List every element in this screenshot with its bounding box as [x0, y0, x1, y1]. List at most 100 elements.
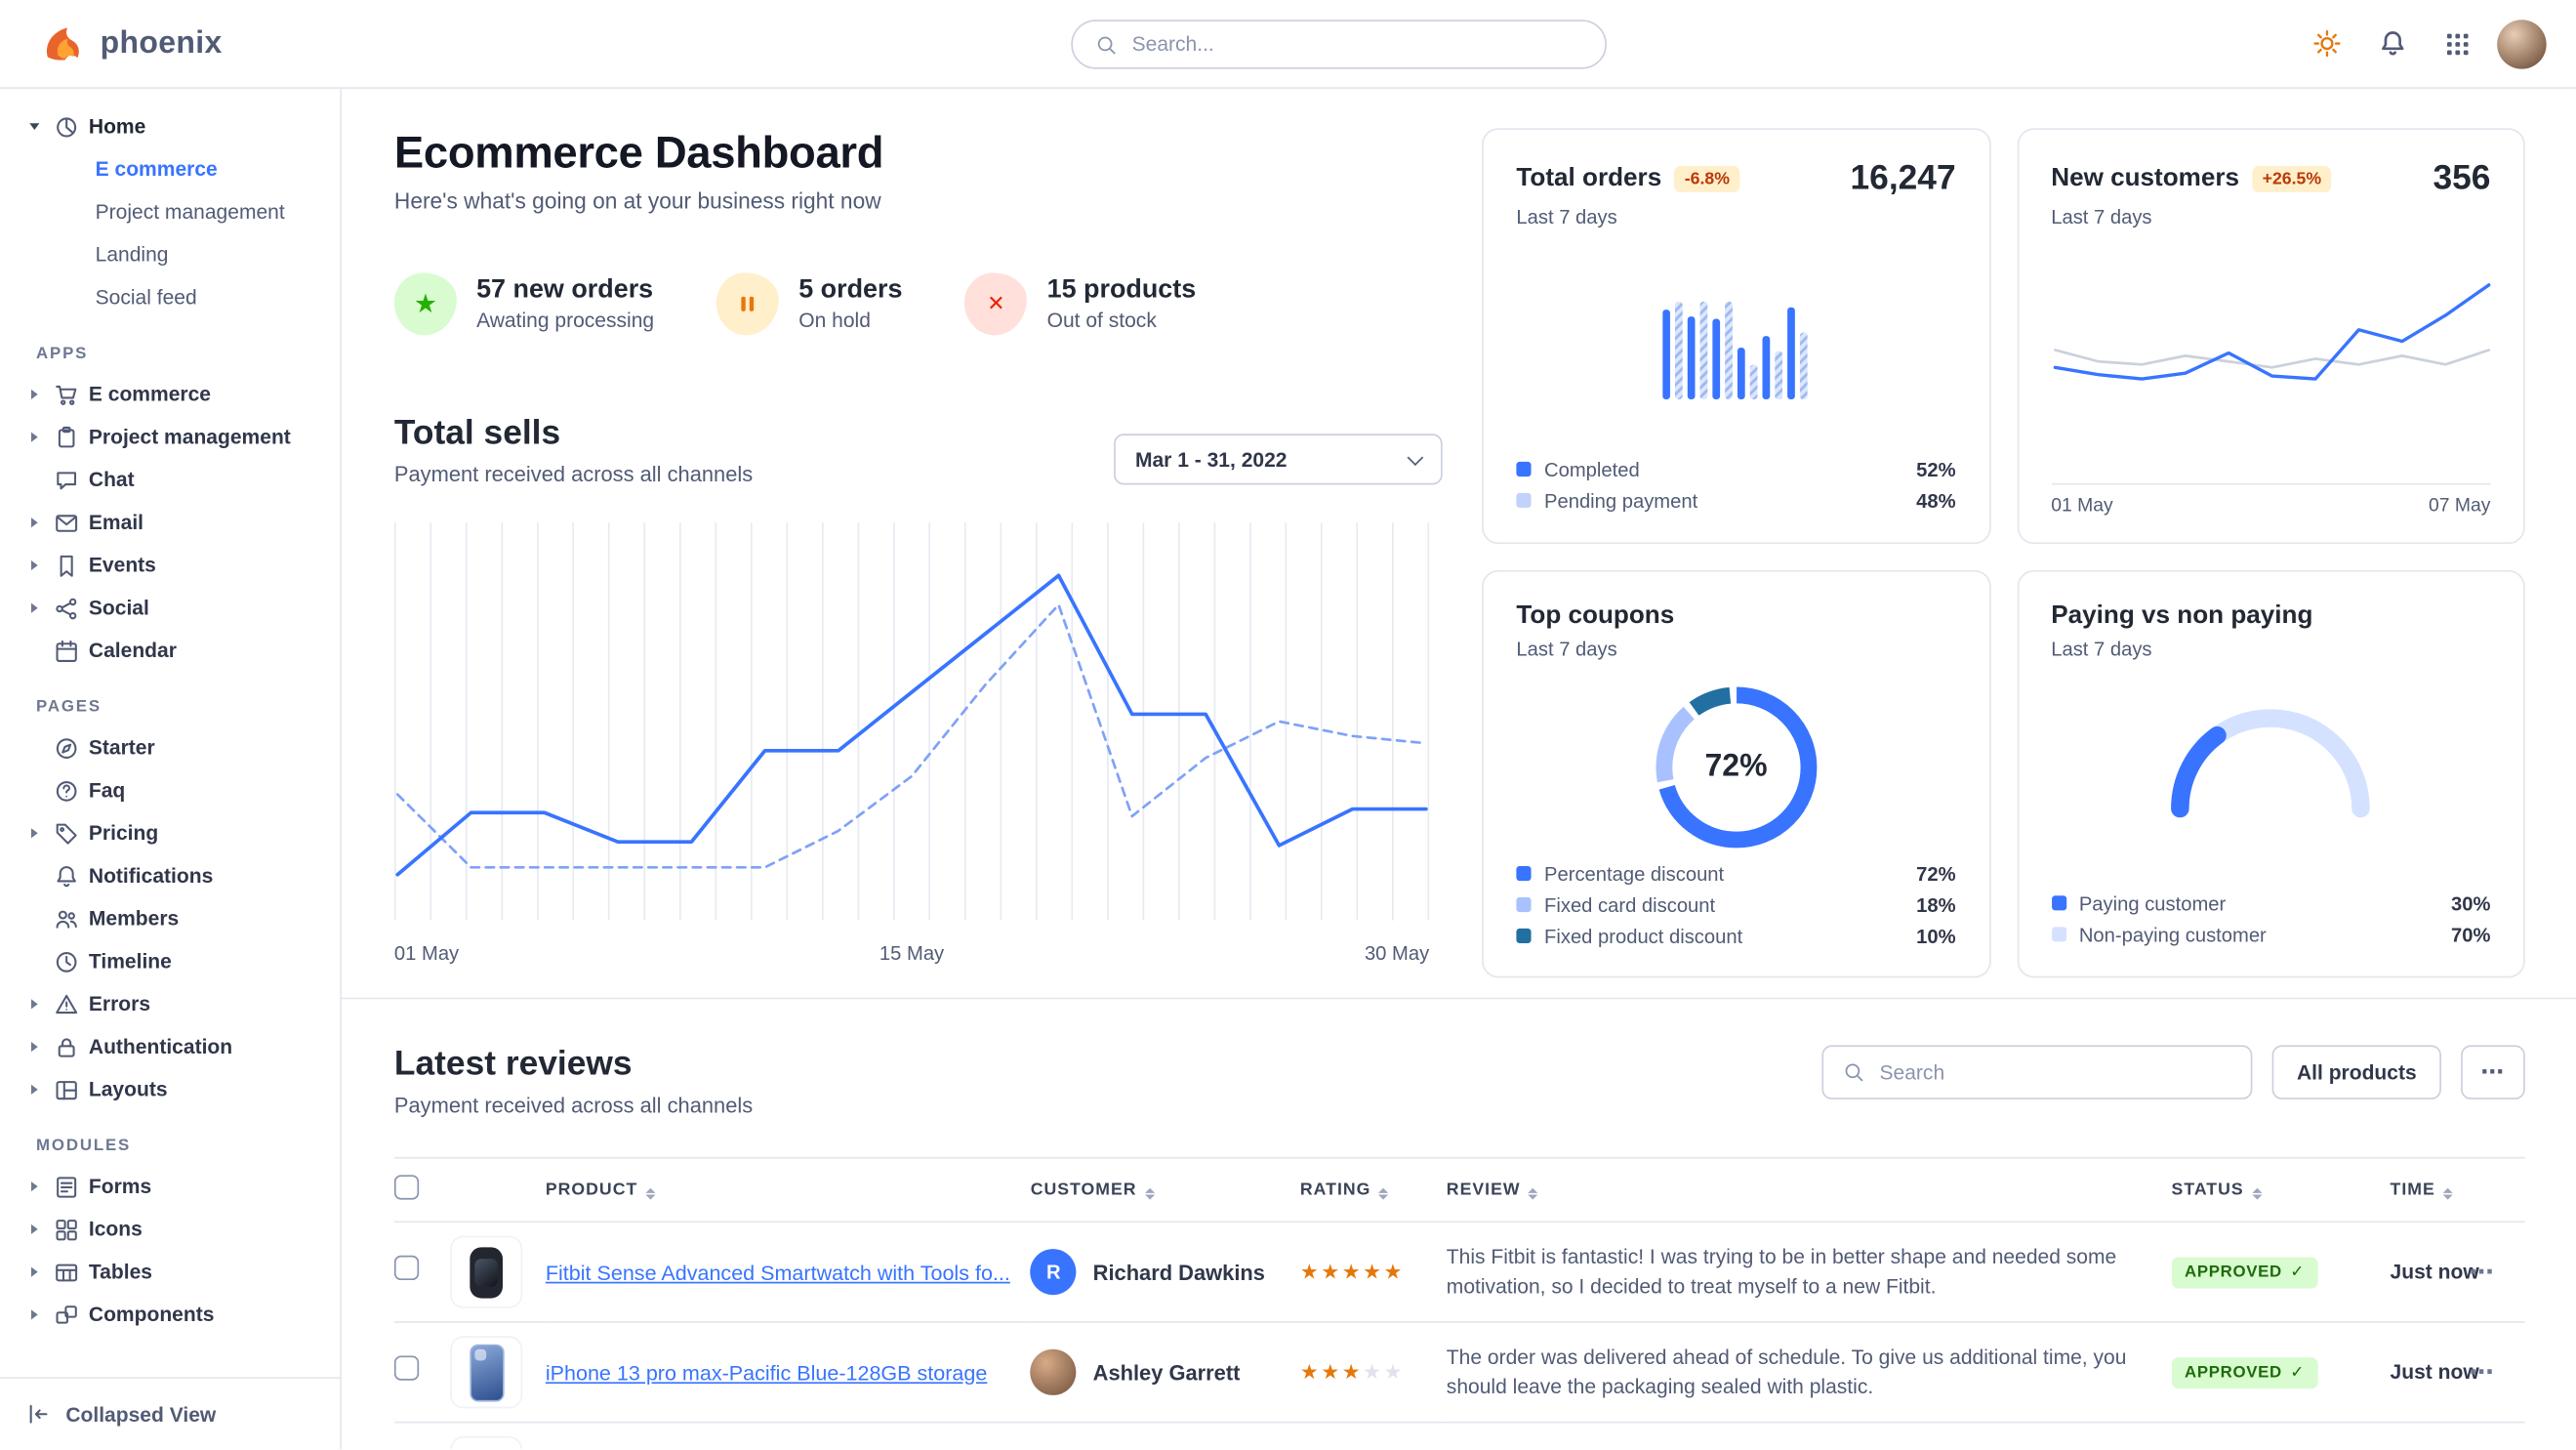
- notifications-button[interactable]: [2366, 18, 2419, 70]
- check-icon: ✓: [2290, 1363, 2306, 1383]
- card-period: Last 7 days: [1516, 638, 1617, 661]
- row-checkbox[interactable]: [393, 1255, 420, 1281]
- user-avatar[interactable]: [2497, 19, 2547, 68]
- forms-icon: [53, 1175, 79, 1199]
- top-coupons-donut-chart: 72%: [1646, 677, 1826, 857]
- caret-right-icon: [30, 559, 38, 571]
- customer-cell[interactable]: Ashley Garrett: [1030, 1348, 1290, 1395]
- sidebar: Home E commerce Project management Landi…: [0, 88, 343, 1450]
- total-orders-value: 16,247: [1850, 159, 1956, 197]
- page-title: Ecommerce Dashboard: [393, 128, 884, 178]
- caret-right-icon: [30, 1042, 38, 1053]
- topbar-actions: [2300, 18, 2547, 70]
- total-orders-legend: Completed 52% Pending payment 48%: [1516, 454, 1956, 517]
- global-search[interactable]: [1071, 20, 1607, 69]
- product-link[interactable]: Fitbit Sense Advanced Smartwatch with To…: [545, 1260, 1010, 1285]
- stat-caption: Awating processing: [476, 309, 655, 332]
- stat-caption: On hold: [798, 309, 871, 332]
- select-all-checkbox[interactable]: [393, 1175, 420, 1200]
- top-coupons-legend: Percentage discount 72% Fixed card discou…: [1516, 858, 1956, 952]
- sidebar-item-app-e-commerce[interactable]: E commerce: [13, 373, 326, 416]
- sidebar-item-timeline[interactable]: Timeline: [13, 940, 326, 983]
- sidebar-item-tables[interactable]: Tables: [13, 1251, 326, 1294]
- card-title: Paying vs non paying: [2051, 601, 2313, 630]
- sort-icon: [1529, 1187, 1539, 1201]
- sidebar-item-project-management-dashboard[interactable]: Project management: [95, 200, 285, 224]
- ellipsis-icon: ⋯: [2480, 1057, 2506, 1085]
- rating-stars: ★★★★★: [1299, 1260, 1405, 1284]
- sidebar-item-icons[interactable]: Icons: [13, 1208, 326, 1251]
- sidebar-item-home[interactable]: Home: [13, 105, 326, 148]
- sidebar-item-app-project-management[interactable]: Project management: [13, 416, 326, 459]
- table-row: Fitbit Sense Advanced Smartwatch with To…: [393, 1222, 2525, 1323]
- brand-logo[interactable]: phoenix: [39, 20, 222, 67]
- reviews-search-input[interactable]: [1879, 1060, 2231, 1084]
- search-icon: [1096, 34, 1118, 56]
- avatar: [1030, 1348, 1077, 1395]
- collapse-sidebar-button[interactable]: Collapsed View: [0, 1377, 341, 1449]
- column-header-product[interactable]: PRODUCT: [545, 1156, 1031, 1223]
- sidebar-item-notifications[interactable]: Notifications: [13, 854, 326, 897]
- column-header-time[interactable]: TIME: [2390, 1156, 2470, 1223]
- all-products-filter-button[interactable]: All products: [2271, 1045, 2441, 1099]
- column-header-customer[interactable]: CUSTOMER: [1030, 1156, 1300, 1223]
- status-badge: APPROVED ✓: [2171, 1257, 2318, 1289]
- new-customers-card: New customers +26.5% 356 Last 7 days 01 …: [2016, 128, 2525, 545]
- product-image[interactable]: [450, 1435, 523, 1450]
- reviews-search[interactable]: [1821, 1045, 2253, 1099]
- latest-reviews-subtitle: Payment received across all channels: [393, 1093, 754, 1118]
- sort-icon: [2252, 1187, 2263, 1201]
- sidebar-item-social[interactable]: Social: [13, 587, 326, 630]
- paying-vs-non-paying-card: Paying vs non paying Last 7 days Paying …: [2016, 570, 2525, 978]
- column-header-status[interactable]: STATUS: [2171, 1156, 2391, 1223]
- product-image-smartwatch[interactable]: [450, 1235, 523, 1308]
- caret-right-icon: [30, 1181, 38, 1192]
- sidebar-item-landing[interactable]: Landing: [95, 243, 169, 267]
- sidebar-item-e-commerce-dashboard[interactable]: E commerce: [95, 157, 218, 182]
- reviews-more-button[interactable]: ⋯: [2461, 1045, 2525, 1099]
- phoenix-logo-icon: [39, 20, 87, 67]
- sidebar-item-components[interactable]: Components: [13, 1294, 326, 1337]
- sidebar-item-social-feed[interactable]: Social feed: [95, 285, 197, 310]
- status-badge: APPROVED ✓: [2171, 1357, 2318, 1389]
- date-range-select[interactable]: Mar 1 - 31, 2022: [1114, 434, 1443, 485]
- legend-swatch: [2051, 895, 2066, 911]
- sidebar-item-faq[interactable]: Faq: [13, 769, 326, 812]
- sidebar-item-starter[interactable]: Starter: [13, 726, 326, 769]
- sidebar-item-forms[interactable]: Forms: [13, 1165, 326, 1208]
- sidebar-item-calendar[interactable]: Calendar: [13, 630, 326, 673]
- sidebar-item-events[interactable]: Events: [13, 544, 326, 587]
- product-link[interactable]: iPhone 13 pro max-Pacific Blue-128GB sto…: [545, 1359, 988, 1385]
- sidebar-item-pricing[interactable]: Pricing: [13, 811, 326, 854]
- customer-cell[interactable]: R Richard Dawkins: [1030, 1249, 1290, 1296]
- sidebar-item-errors[interactable]: Errors: [13, 982, 326, 1025]
- global-search-input[interactable]: [1131, 32, 1582, 57]
- sidebar-item-members[interactable]: Members: [13, 897, 326, 940]
- star-icon: ★: [393, 272, 457, 336]
- layout-icon: [53, 1077, 79, 1101]
- sidebar-item-authentication[interactable]: Authentication: [13, 1025, 326, 1068]
- review-time: Just now: [2390, 1260, 2479, 1284]
- legend-swatch: [1516, 896, 1532, 913]
- column-header-review[interactable]: REVIEW: [1446, 1156, 2172, 1223]
- caret-right-icon: [30, 828, 38, 839]
- column-header-rating[interactable]: RATING: [1299, 1156, 1447, 1223]
- row-actions-button[interactable]: ⋯: [2469, 1258, 2496, 1286]
- row-checkbox[interactable]: [393, 1355, 420, 1381]
- theme-toggle-button[interactable]: [2300, 18, 2352, 70]
- sidebar-item-layouts[interactable]: Layouts: [13, 1068, 326, 1111]
- customer-name: Ashley Garrett: [1092, 1359, 1241, 1385]
- caret-right-icon: [30, 432, 38, 442]
- card-period: Last 7 days: [2051, 205, 2152, 228]
- warning-icon: [53, 992, 79, 1016]
- bell-icon: [2378, 29, 2406, 58]
- sidebar-item-chat[interactable]: Chat: [13, 459, 326, 502]
- row-actions-button[interactable]: ⋯: [2469, 1357, 2496, 1387]
- apps-menu-button[interactable]: [2432, 18, 2484, 70]
- help-icon: [53, 778, 79, 803]
- total-orders-bar-chart: [1662, 300, 1809, 399]
- sidebar-item-email[interactable]: Email: [13, 501, 326, 544]
- latest-reviews-section: Latest reviews Payment received across a…: [342, 999, 2576, 1450]
- product-image-iphone[interactable]: [450, 1336, 523, 1409]
